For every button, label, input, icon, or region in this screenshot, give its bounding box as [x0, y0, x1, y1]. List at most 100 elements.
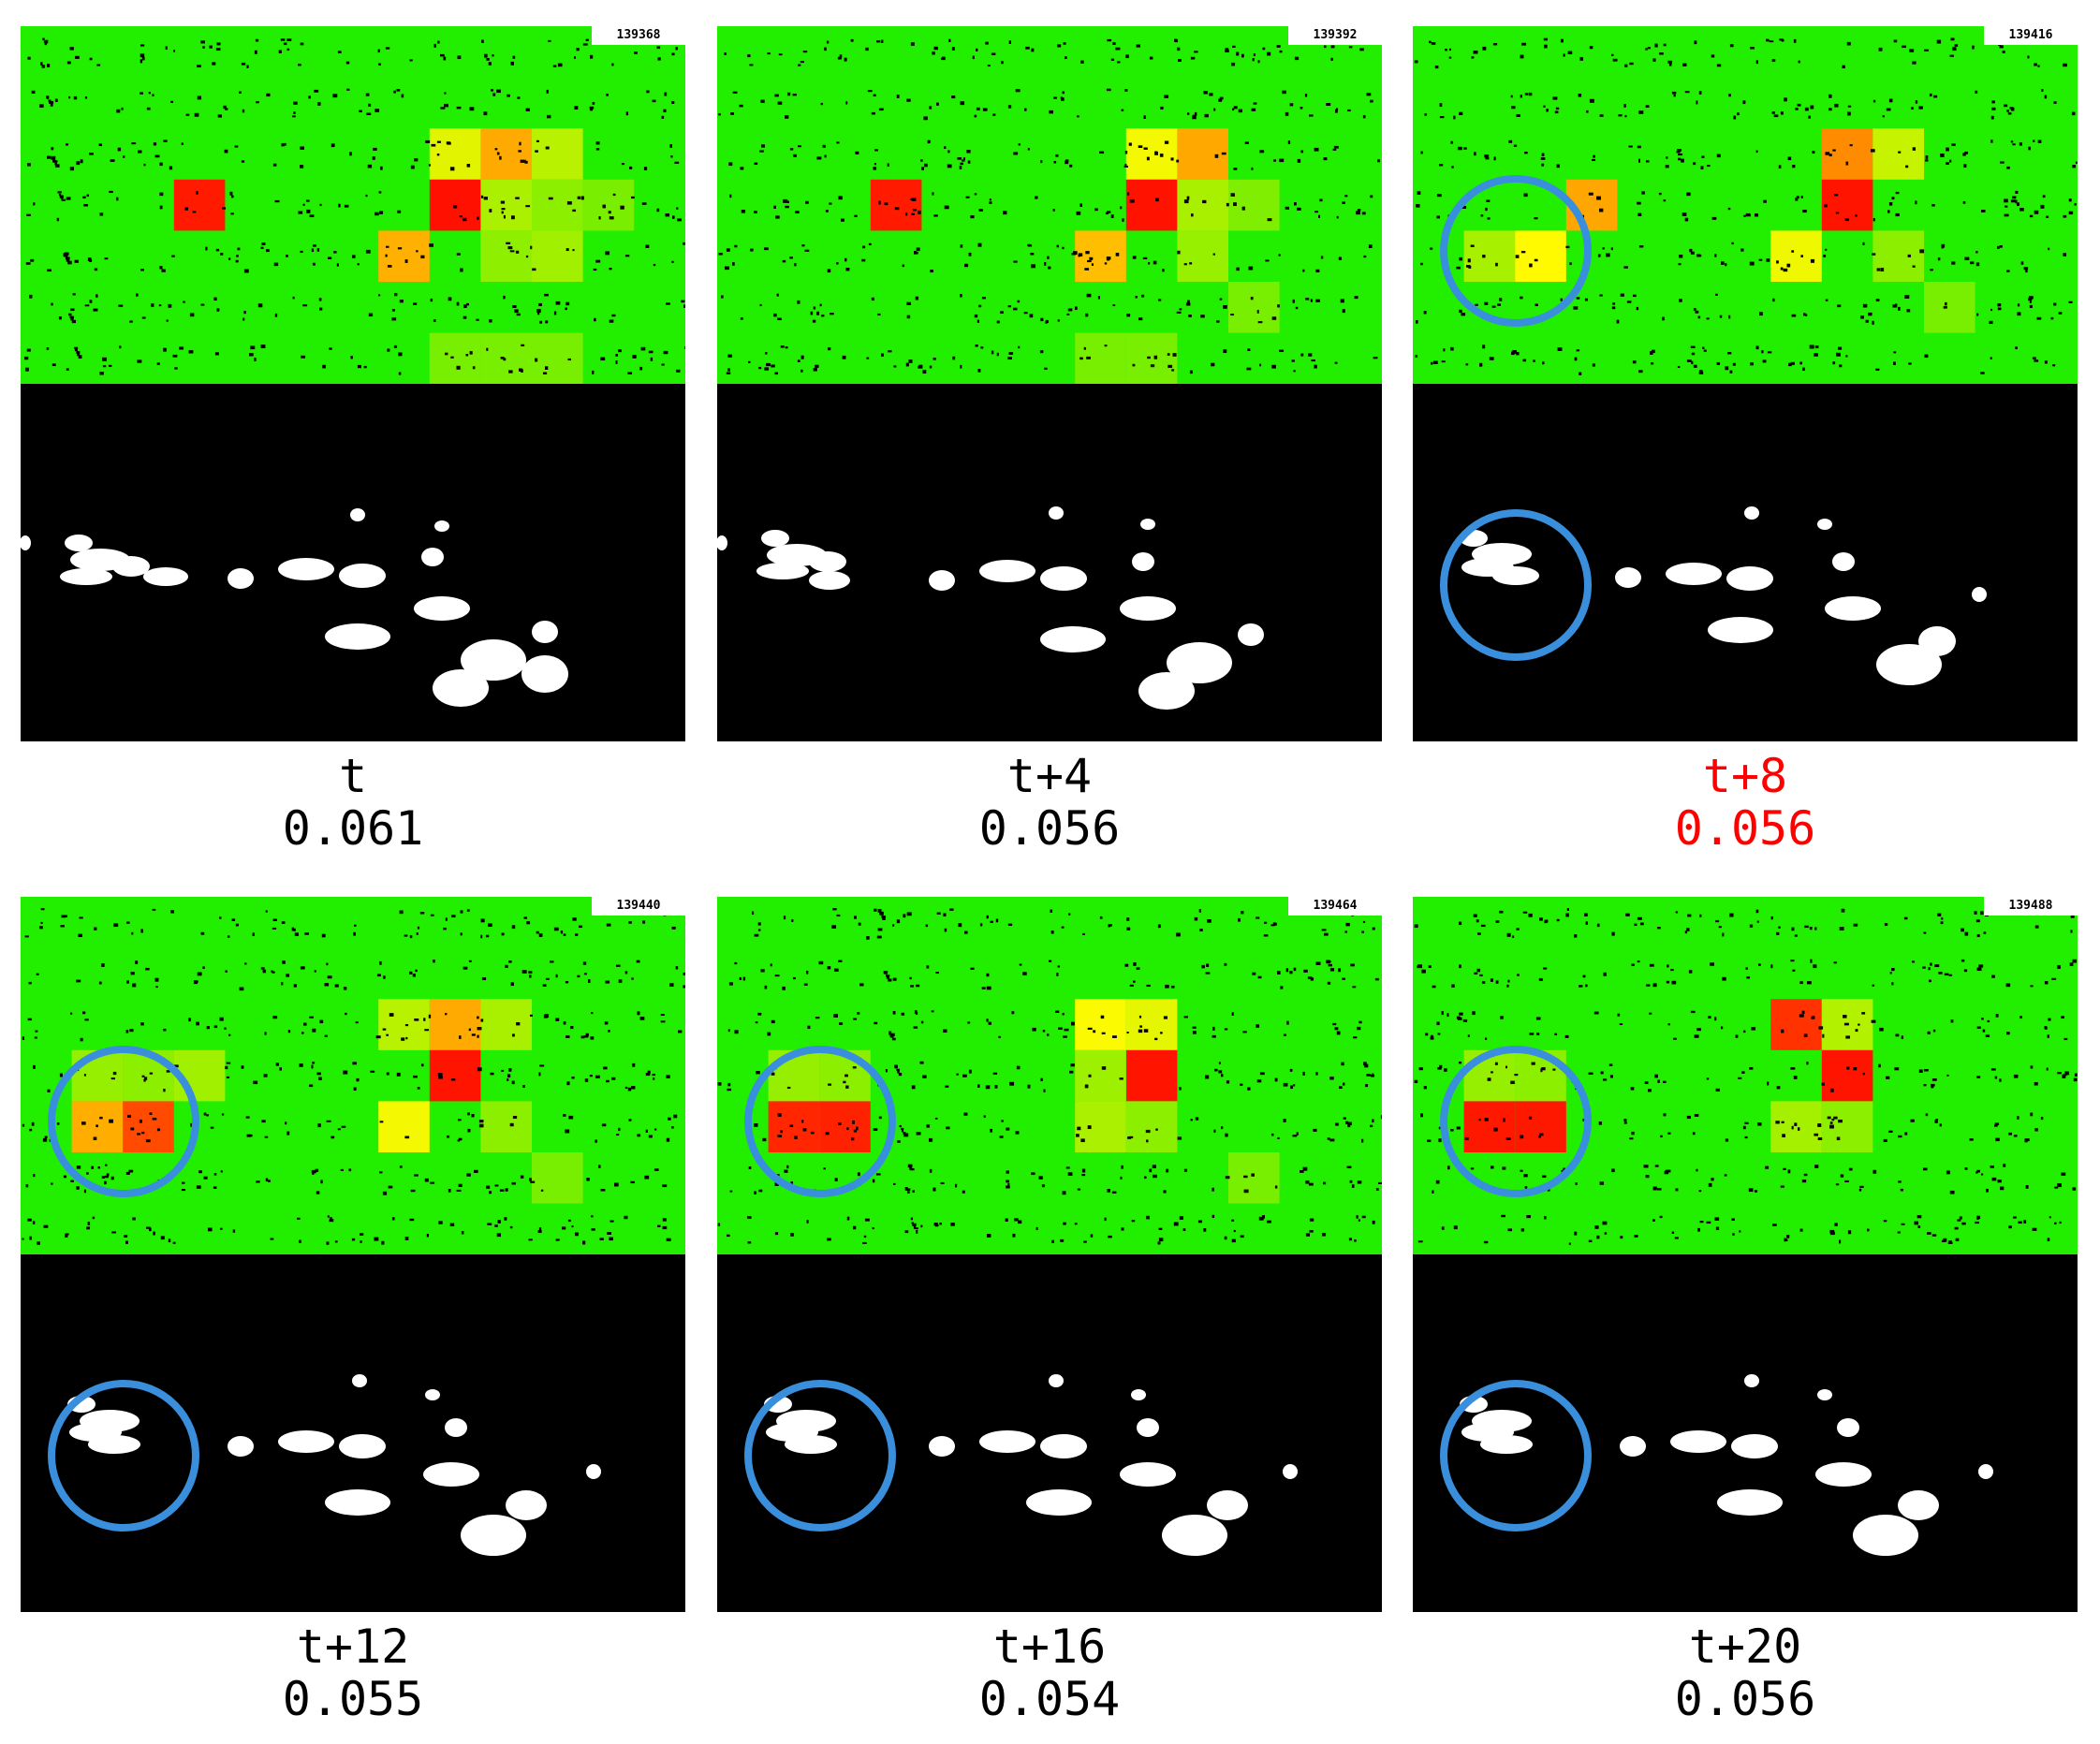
heat-cell [1463, 230, 1516, 282]
texture-dot [94, 268, 98, 271]
texture-dot [1481, 981, 1486, 984]
texture-dot [1839, 1239, 1842, 1244]
texture-dot [383, 975, 386, 979]
texture-dot [1328, 960, 1331, 963]
texture-dot [1634, 923, 1637, 927]
texture-dot [1069, 1070, 1074, 1074]
texture-dot [1081, 1174, 1086, 1177]
texture-dot [1588, 192, 1593, 196]
texture-dot [1995, 1014, 1999, 1018]
texture-dot [642, 920, 646, 924]
texture-dot [872, 1227, 874, 1230]
texture-dot [1781, 1029, 1784, 1033]
texture-dot [1754, 1190, 1758, 1193]
texture-dot [213, 297, 217, 301]
texture-dot [22, 1036, 25, 1040]
texture-dot [44, 1136, 48, 1138]
texture-dot [1042, 1030, 1046, 1033]
texture-dot [767, 1032, 771, 1036]
texture-dot [1675, 1188, 1679, 1192]
texture-dot [33, 202, 36, 206]
texture-dot [599, 1238, 604, 1240]
texture-dot [328, 256, 332, 260]
texture-dot [1084, 268, 1090, 271]
texture-dot [754, 1123, 758, 1127]
texture-dot [1187, 112, 1190, 115]
texture-dot [409, 971, 413, 975]
texture-dot [506, 242, 511, 245]
texture-dot [1794, 1122, 1798, 1126]
texture-dot [1839, 927, 1844, 931]
texture-dot [1052, 209, 1055, 212]
texture-dot [2006, 166, 2010, 169]
texture-dot [987, 1234, 991, 1238]
texture-dot [170, 100, 174, 103]
foreground-blob [1283, 1464, 1298, 1479]
texture-dot [1009, 1081, 1015, 1086]
texture-dot [388, 265, 392, 268]
texture-dot [300, 165, 304, 169]
texture-dot [2061, 1016, 2064, 1019]
texture-dot [483, 197, 488, 200]
texture-dot [1719, 315, 1723, 318]
texture-dot [1778, 165, 1782, 169]
texture-dot [438, 1221, 443, 1224]
texture-dot [1370, 1124, 1373, 1128]
texture-dot [990, 1128, 992, 1133]
texture-dot [137, 1133, 141, 1136]
texture-dot [340, 1168, 344, 1171]
texture-dot [1552, 1068, 1556, 1071]
texture-dot [414, 158, 419, 162]
score-value: 0.054 [978, 1672, 1121, 1726]
texture-dot [1912, 147, 1916, 151]
texture-dot [86, 1172, 89, 1175]
texture-dot [910, 1167, 915, 1171]
texture-dot [1292, 299, 1295, 303]
texture-dot [1905, 165, 1909, 169]
texture-dot [1138, 1029, 1143, 1033]
texture-dot [1800, 255, 1803, 257]
texture-dot [1238, 917, 1241, 922]
texture-dot [1540, 1068, 1543, 1073]
texture-dot [1115, 47, 1121, 51]
texture-dot [523, 159, 526, 163]
texture-dot [524, 160, 528, 164]
texture-dot [616, 1134, 620, 1136]
texture-dot [727, 1029, 730, 1033]
texture-dot [1960, 928, 1964, 932]
texture-dot [1302, 1166, 1308, 1171]
texture-dot [1198, 909, 1201, 913]
texture-dot [414, 1019, 419, 1021]
texture-dot [378, 191, 382, 194]
texture-dot [306, 209, 311, 213]
texture-dot [1654, 43, 1658, 48]
texture-dot [65, 915, 68, 918]
texture-dot [1126, 917, 1130, 921]
texture-dot [337, 1128, 341, 1131]
texture-dot [666, 302, 670, 305]
texture-dot [724, 52, 727, 55]
texture-dot [266, 93, 271, 97]
texture-dot [1461, 313, 1466, 316]
texture-dot [1253, 53, 1256, 57]
texture-dot [912, 1190, 915, 1193]
texture-dot [274, 313, 278, 317]
texture-dot [279, 1067, 282, 1071]
texture-dot [1343, 1082, 1345, 1086]
texture-dot [1045, 320, 1048, 324]
texture-dot [1623, 266, 1628, 269]
texture-dot [2000, 161, 2005, 164]
texture-dot [1970, 261, 1975, 265]
texture-dot [1212, 1034, 1216, 1038]
texture-dot [110, 159, 115, 162]
texture-dot [902, 264, 905, 268]
texture-dot [967, 160, 971, 164]
texture-dot [156, 1128, 161, 1132]
texture-dot [456, 253, 461, 256]
texture-dot [316, 248, 320, 252]
texture-dot [1047, 256, 1050, 259]
texture-dot [274, 199, 280, 203]
texture-dot [914, 1010, 918, 1015]
texture-dot [631, 1086, 636, 1090]
texture-dot [265, 1178, 269, 1182]
